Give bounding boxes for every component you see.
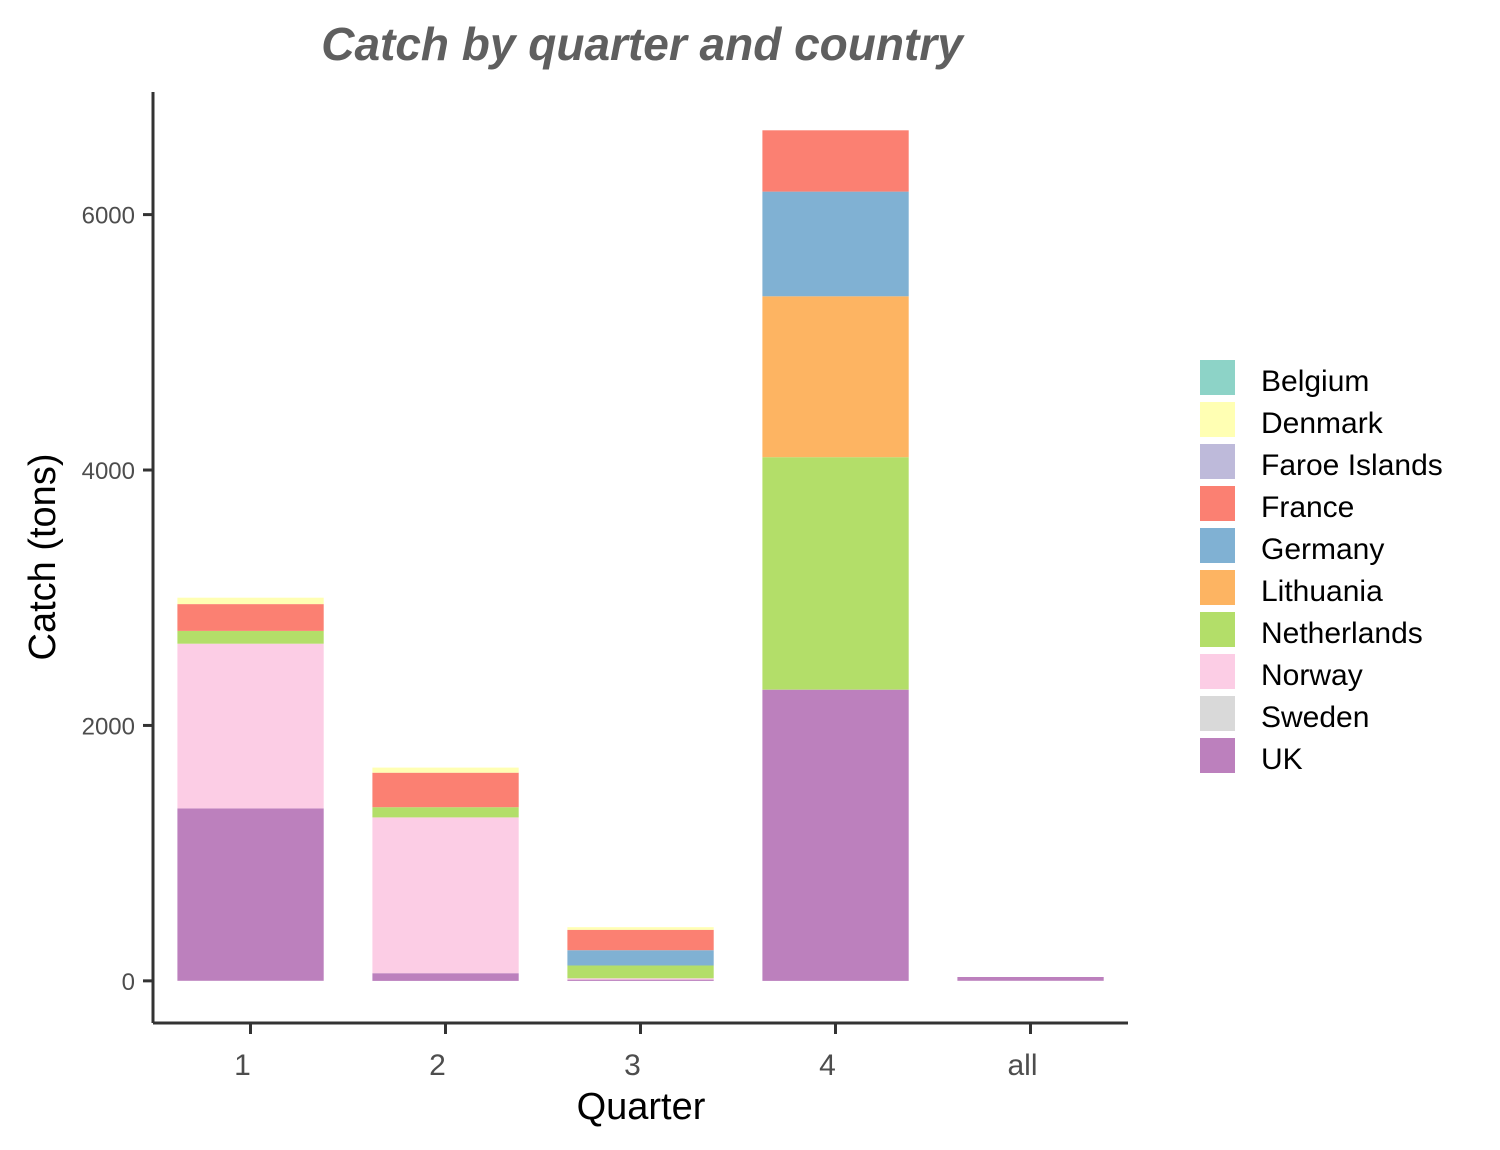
- bar-segment-uk-q3: [567, 979, 714, 981]
- axes-layer: 0 2000 4000 6000 1 2 3 4 all: [82, 92, 1128, 1082]
- bar-segment-uk-q1: [177, 808, 324, 981]
- legend-label-denmark: Denmark: [1261, 407, 1384, 440]
- bar-segment-netherlands-q4: [762, 457, 909, 690]
- x-tick-label: 4: [819, 1049, 836, 1082]
- y-axis-title: Catch (tons): [22, 454, 64, 661]
- legend-key-uk: [1198, 736, 1237, 775]
- bar-segment-netherlands-q2: [372, 807, 519, 818]
- y-tick-label: 2000: [82, 713, 135, 740]
- legend-key-belgium: [1198, 358, 1237, 397]
- legend-key-sweden: [1198, 694, 1237, 733]
- legend-label-faroe-islands: Faroe Islands: [1261, 449, 1443, 482]
- bar-segment-germany-q3: [567, 950, 714, 966]
- y-tick-label: 6000: [82, 203, 135, 230]
- legend-label-sweden: Sweden: [1261, 701, 1369, 734]
- legend-label-norway: Norway: [1261, 659, 1363, 692]
- bar-segment-france-q1: [177, 604, 324, 631]
- bar-segment-uk-qall: [957, 977, 1104, 981]
- legend-key-faroe-islands: [1198, 442, 1237, 481]
- bar-segment-norway-q3: [567, 978, 714, 980]
- legend: Belgium Denmark Faroe Islands France Germany…: [1198, 358, 1443, 776]
- bar-segment-uk-q4: [762, 689, 909, 981]
- bar-segment-denmark-q3: [567, 927, 714, 930]
- y-tick-label: 0: [122, 969, 135, 996]
- bar-segment-france-q3: [567, 929, 714, 951]
- bar-segment-denmark-q2: [372, 767, 519, 773]
- bar-segment-netherlands-q3: [567, 965, 714, 979]
- y-tick-label: 4000: [82, 458, 135, 485]
- x-tick-label: 2: [429, 1049, 446, 1082]
- bar-segment-denmark-q1: [177, 597, 324, 605]
- bar-segment-germany-q4: [762, 191, 909, 297]
- legend-label-uk: UK: [1261, 743, 1303, 776]
- legend-key-france: [1198, 484, 1237, 523]
- x-tick-label: 3: [624, 1049, 641, 1082]
- chart-title: Catch by quarter and country: [321, 18, 965, 70]
- legend-key-norway: [1198, 652, 1237, 691]
- bar-segment-france-q2: [372, 772, 519, 808]
- legend-key-lithuania: [1198, 568, 1237, 607]
- legend-label-netherlands: Netherlands: [1261, 617, 1423, 650]
- legend-key-netherlands: [1198, 610, 1237, 649]
- bar-segment-norway-q1: [177, 643, 324, 809]
- bar-segment-norway-q2: [372, 817, 519, 974]
- legend-label-germany: Germany: [1261, 533, 1384, 566]
- legend-label-belgium: Belgium: [1261, 365, 1369, 398]
- x-tick-label: 1: [234, 1049, 251, 1082]
- legend-label-france: France: [1261, 491, 1354, 524]
- bar-segment-netherlands-q1: [177, 630, 324, 644]
- bar-segment-france-q4: [762, 130, 909, 192]
- legend-key-germany: [1198, 526, 1237, 565]
- bar-segment-uk-q2: [372, 973, 519, 981]
- bars-layer: [177, 130, 1104, 981]
- x-axis-title: Quarter: [577, 1086, 706, 1128]
- legend-label-lithuania: Lithuania: [1261, 575, 1383, 608]
- bar-segment-lithuania-q4: [762, 296, 909, 458]
- legend-key-denmark: [1198, 400, 1237, 439]
- x-tick-label: all: [1007, 1049, 1037, 1082]
